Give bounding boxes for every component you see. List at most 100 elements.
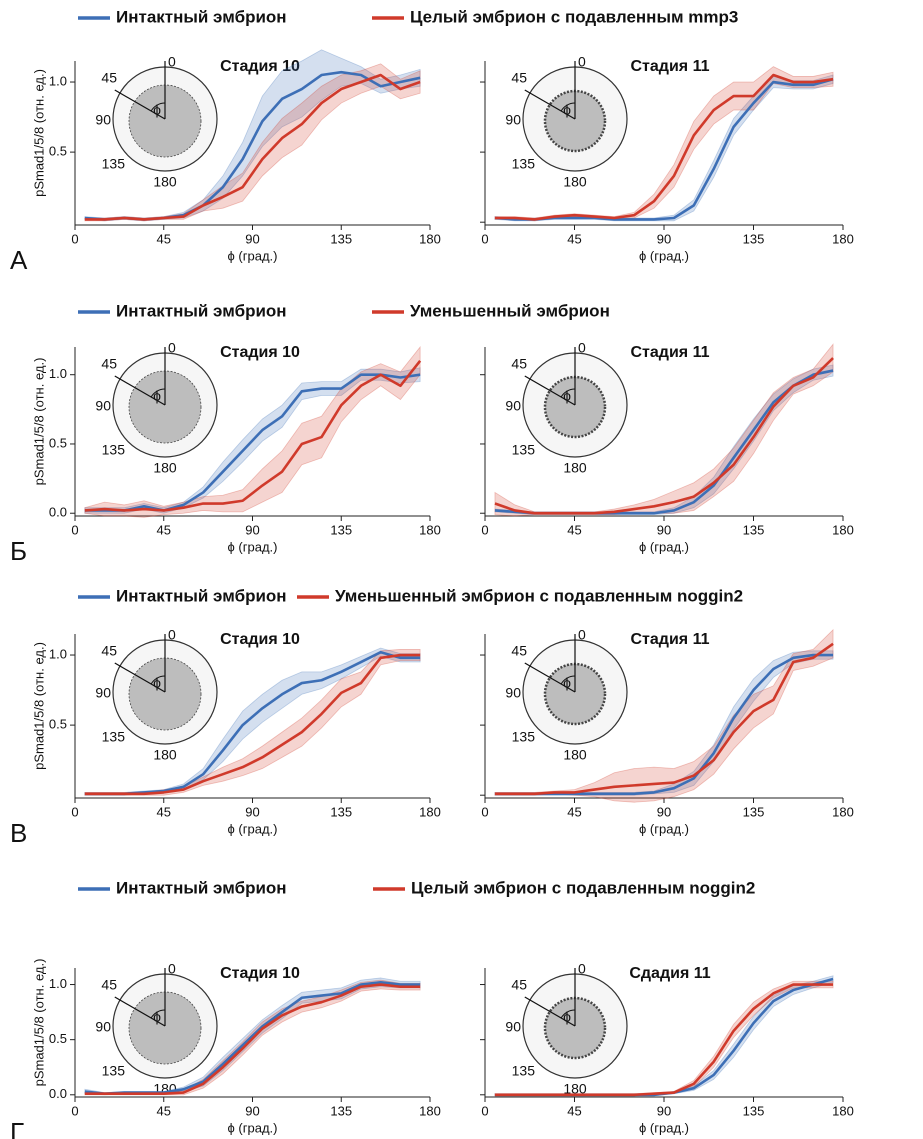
inset-angle-label: 45 bbox=[101, 643, 117, 659]
inset-angle-label: 0 bbox=[168, 340, 176, 356]
legend-label: Уменьшенный эмбрион bbox=[410, 301, 610, 320]
angle-arc bbox=[560, 1009, 576, 1019]
y-tick-label: 0.5 bbox=[49, 435, 67, 450]
series-line bbox=[494, 642, 834, 796]
panel-title: Сдадия 11 bbox=[629, 965, 710, 982]
inset-angle-label: 90 bbox=[95, 398, 111, 414]
x-tick-label: 135 bbox=[330, 231, 352, 246]
x-tick-label: 135 bbox=[330, 804, 352, 819]
inset-angle-label: 0 bbox=[168, 961, 176, 977]
inset-angle-label: 0 bbox=[578, 54, 586, 70]
x-tick-label: 45 bbox=[567, 804, 581, 819]
inset-angle-label: 0 bbox=[578, 340, 586, 356]
inset-angle-label: 45 bbox=[511, 977, 527, 993]
x-axis-label: ϕ (град.) bbox=[639, 821, 689, 836]
x-tick-label: 180 bbox=[832, 231, 854, 246]
series-line bbox=[84, 653, 421, 796]
inset-angle-label: 90 bbox=[505, 685, 521, 701]
panel-label: А bbox=[10, 245, 28, 275]
x-tick-label: 135 bbox=[330, 522, 352, 537]
panel-title: Стадия 11 bbox=[631, 58, 710, 75]
x-tick-label: 180 bbox=[419, 804, 441, 819]
x-tick-label: 0 bbox=[481, 522, 488, 537]
inset-symbol: ϕ bbox=[563, 102, 571, 118]
inset-angle-label: 180 bbox=[563, 747, 587, 763]
x-tick-label: 0 bbox=[71, 231, 78, 246]
x-axis-label: ϕ (град.) bbox=[228, 248, 278, 263]
series-line bbox=[84, 373, 421, 512]
y-axis-label: pSmad1/5/8 (отн. ед.) bbox=[31, 642, 46, 770]
inset-angle-label: 0 bbox=[168, 627, 176, 643]
inset-angle-label: 180 bbox=[563, 460, 587, 476]
inset-angle-label: 90 bbox=[505, 112, 521, 128]
x-axis-label: ϕ (град.) bbox=[639, 1120, 689, 1135]
x-tick-label: 180 bbox=[419, 522, 441, 537]
x-axis-label: ϕ (град.) bbox=[228, 1120, 278, 1135]
angle-ray bbox=[524, 89, 576, 120]
x-tick-label: 0 bbox=[481, 804, 488, 819]
x-tick-label: 180 bbox=[419, 231, 441, 246]
x-tick-label: 135 bbox=[330, 1103, 352, 1118]
error-band bbox=[494, 650, 834, 796]
y-tick-label: 0.5 bbox=[49, 144, 67, 159]
angle-ray bbox=[114, 996, 166, 1027]
error-band bbox=[494, 628, 834, 803]
inset-angle-label: 135 bbox=[102, 729, 126, 745]
inset-angle-label: 180 bbox=[153, 174, 177, 190]
y-tick-label: 1.0 bbox=[49, 73, 67, 88]
x-tick-label: 90 bbox=[657, 1103, 671, 1118]
inset-angle-label: 135 bbox=[512, 1063, 536, 1079]
x-tick-label: 45 bbox=[157, 522, 171, 537]
legend-label: Интактный эмбрион bbox=[116, 586, 287, 605]
x-tick-label: 90 bbox=[657, 804, 671, 819]
series-line bbox=[84, 360, 422, 512]
inset-angle-label: 180 bbox=[153, 460, 177, 476]
panel-title: Стадия 11 bbox=[631, 631, 710, 648]
x-tick-label: 45 bbox=[567, 231, 581, 246]
x-tick-label: 90 bbox=[657, 522, 671, 537]
panel-title: Стадия 10 bbox=[220, 965, 300, 982]
panel-label: Б bbox=[10, 536, 27, 566]
panel-label: В bbox=[10, 818, 27, 848]
x-tick-label: 0 bbox=[71, 1103, 78, 1118]
x-tick-label: 45 bbox=[567, 1103, 581, 1118]
y-axis-label: pSmad1/5/8 (отн. ед.) bbox=[31, 959, 46, 1087]
inset-angle-label: 0 bbox=[578, 627, 586, 643]
y-axis-label: pSmad1/5/8 (отн. ед.) bbox=[31, 69, 46, 197]
legend-label: Интактный эмбрион bbox=[116, 301, 287, 320]
x-tick-label: 90 bbox=[245, 522, 259, 537]
x-tick-label: 180 bbox=[832, 1103, 854, 1118]
series-line bbox=[494, 983, 834, 1097]
angle-ray bbox=[524, 662, 576, 693]
series-line bbox=[84, 73, 421, 221]
inset-angle-label: 45 bbox=[511, 643, 527, 659]
inset-angle-label: 90 bbox=[95, 685, 111, 701]
angle-arc bbox=[150, 388, 166, 398]
inset-angle-label: 45 bbox=[511, 356, 527, 372]
inset-angle-label: 135 bbox=[512, 442, 536, 458]
x-tick-label: 180 bbox=[832, 522, 854, 537]
y-tick-label: 1.0 bbox=[49, 976, 67, 991]
inset-symbol: ϕ bbox=[563, 388, 571, 404]
angle-arc bbox=[150, 1009, 166, 1019]
x-tick-label: 90 bbox=[657, 231, 671, 246]
x-tick-label: 135 bbox=[743, 522, 765, 537]
error-band bbox=[494, 343, 834, 517]
x-tick-label: 135 bbox=[743, 231, 765, 246]
y-tick-label: 0.5 bbox=[49, 1031, 67, 1046]
inset-symbol: ϕ bbox=[153, 388, 161, 404]
inset-angle-label: 45 bbox=[511, 70, 527, 86]
x-tick-label: 135 bbox=[743, 804, 765, 819]
y-tick-label: 1.0 bbox=[49, 366, 67, 381]
x-tick-label: 90 bbox=[245, 1103, 259, 1118]
inset-symbol: ϕ bbox=[153, 1009, 161, 1025]
x-tick-label: 45 bbox=[567, 522, 581, 537]
y-tick-label: 0.0 bbox=[49, 505, 67, 520]
inset-angle-label: 90 bbox=[505, 1019, 521, 1035]
x-axis-label: ϕ (град.) bbox=[228, 821, 278, 836]
x-tick-label: 135 bbox=[743, 1103, 765, 1118]
panel-title: Стадия 10 bbox=[220, 344, 300, 361]
inset-angle-label: 90 bbox=[505, 398, 521, 414]
legend-label: Интактный эмбрион bbox=[116, 7, 287, 26]
